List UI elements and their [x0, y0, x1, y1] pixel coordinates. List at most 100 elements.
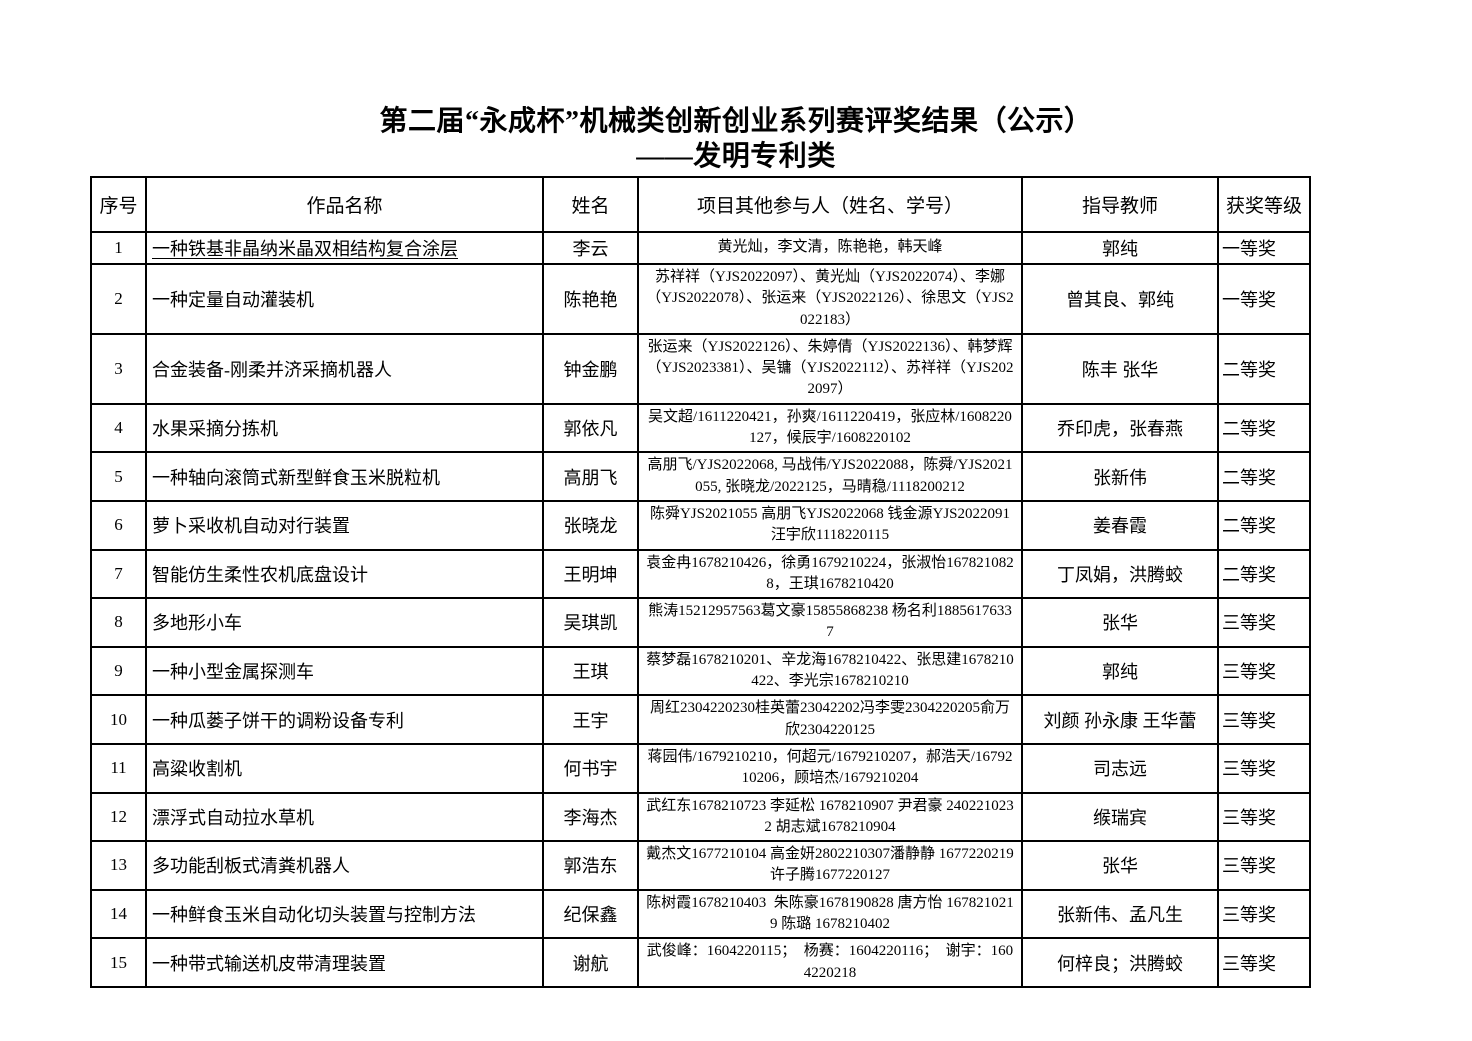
cell-teacher: 曾其良、郭纯: [1021, 263, 1219, 335]
work-name-text: 一种轴向滚筒式新型鲜食玉米脱粒机: [152, 467, 440, 488]
table-row: 5 一种轴向滚筒式新型鲜食玉米脱粒机 高朋飞 高朋飞/YJS2022068, 马战伟/…: [90, 451, 1311, 502]
cell-work-name: 一种轴向滚筒式新型鲜食玉米脱粒机: [145, 451, 544, 502]
cell-award: 三等奖: [1217, 840, 1311, 891]
cell-teacher: 陈丰 张华: [1021, 332, 1219, 405]
cell-name: 吴琪凯: [542, 597, 639, 648]
cell-work-name: 漂浮式自动拉水草机: [145, 791, 544, 843]
cell-award: 二等奖: [1217, 548, 1311, 600]
cell-teacher: 乔印虎，张春燕: [1021, 402, 1219, 454]
table-row: 8 多地形小车 吴琪凯 熊涛15212957563葛文豪15855868238 杨名利…: [90, 597, 1311, 648]
work-name-text: 一种鲜食玉米自动化切头装置与控制方法: [152, 905, 476, 926]
cell-award: 三等奖: [1217, 791, 1311, 843]
column-header-teacher: 指导教师: [1021, 176, 1219, 233]
cell-award: 三等奖: [1217, 937, 1311, 988]
work-name-text: 一种带式输送机皮带清理装置: [152, 953, 386, 974]
cell-participants: 苏祥祥（YJS2022097）、黄光灿（YJS2022074）、李娜（YJS20…: [637, 263, 1023, 335]
column-header-participants: 项目其他参与人（姓名、学号）: [637, 176, 1023, 233]
cell-name: 何书宇: [542, 742, 639, 794]
cell-award: 二等奖: [1217, 402, 1311, 454]
cell-name: 陈艳艳: [542, 263, 639, 335]
table-row: 7 智能仿生柔性农机底盘设计 王明坤 袁金冉1678210426，徐勇16792102…: [90, 548, 1311, 600]
cell-no: 15: [90, 937, 147, 988]
column-header-no: 序号: [90, 176, 147, 233]
cell-name: 李云: [542, 231, 639, 265]
cell-participants: 熊涛15212957563葛文豪15855868238 杨名利188561763…: [637, 597, 1023, 648]
cell-name: 王明坤: [542, 548, 639, 600]
cell-participants: 戴杰文1677210104 高金妍2802210307潘静静 167722021…: [637, 840, 1023, 891]
work-name-text: 一种铁基非晶纳米晶双相结构复合涂层: [152, 239, 458, 259]
cell-teacher: 郭纯: [1021, 645, 1219, 697]
cell-name: 李海杰: [542, 791, 639, 843]
table-row: 3 合金装备-刚柔并济采摘机器人 钟金鹏 张运来（YJS2022126）、朱婷倩（YJ…: [90, 332, 1311, 405]
cell-teacher: 缑瑞宾: [1021, 791, 1219, 843]
work-name-text: 多地形小车: [152, 613, 242, 634]
cell-no: 11: [90, 742, 147, 794]
cell-name: 郭浩东: [542, 840, 639, 891]
cell-no: 5: [90, 451, 147, 502]
cell-teacher: 张新伟: [1021, 451, 1219, 502]
cell-participants: 蔡梦磊1678210201、辛龙海1678210422、张思建167821042…: [637, 645, 1023, 697]
column-header-award: 获奖等级: [1217, 176, 1311, 233]
header-row: 序号 作品名称 姓名 项目其他参与人（姓名、学号） 指导教师 获奖等级: [90, 176, 1311, 233]
cell-no: 10: [90, 694, 147, 745]
table-row: 4 水果采摘分拣机 郭依凡 吴文超/1611220421，孙爽/1611220419，…: [90, 402, 1311, 454]
cell-participants: 陈舜YJS2021055 高朋飞YJS2022068 钱金源YJS2022091…: [637, 499, 1023, 551]
column-header-work-name: 作品名称: [145, 176, 544, 233]
cell-participants: 蒋园伟/1679210210，何超元/1679210207，郝浩天/167921…: [637, 742, 1023, 794]
cell-work-name: 多地形小车: [145, 597, 544, 648]
cell-no: 9: [90, 645, 147, 697]
work-name-text: 多功能刮板式清粪机器人: [152, 856, 350, 877]
cell-work-name: 水果采摘分拣机: [145, 402, 544, 454]
cell-award: 二等奖: [1217, 499, 1311, 551]
work-name-text: 一种小型金属探测车: [152, 662, 314, 683]
cell-teacher: 张华: [1021, 840, 1219, 891]
column-header-name: 姓名: [542, 176, 639, 233]
work-name-text: 一种瓜蒌子饼干的调粉设备专利: [152, 710, 404, 731]
cell-participants: 张运来（YJS2022126）、朱婷倩（YJS2022136）、韩梦辉（YJS2…: [637, 332, 1023, 405]
cell-no: 13: [90, 840, 147, 891]
cell-no: 1: [90, 231, 147, 265]
table-row: 12 漂浮式自动拉水草机 李海杰 武红东1678210723 李延松 16782109…: [90, 791, 1311, 843]
cell-no: 7: [90, 548, 147, 600]
cell-work-name: 一种鲜食玉米自动化切头装置与控制方法: [145, 888, 544, 940]
results-table: 序号 作品名称 姓名 项目其他参与人（姓名、学号） 指导教师 获奖等级 1 一种铁…: [90, 176, 1311, 988]
cell-award: 二等奖: [1217, 451, 1311, 502]
work-name-text: 漂浮式自动拉水草机: [152, 807, 314, 828]
cell-work-name: 萝卜采收机自动对行装置: [145, 499, 544, 551]
cell-award: 三等奖: [1217, 888, 1311, 940]
work-name-text: 合金装备-刚柔并济采摘机器人: [152, 359, 392, 380]
cell-award: 二等奖: [1217, 332, 1311, 405]
cell-name: 张晓龙: [542, 499, 639, 551]
title-line-2: ——发明专利类: [636, 141, 836, 172]
cell-name: 钟金鹏: [542, 332, 639, 405]
cell-award: 一等奖: [1217, 263, 1311, 335]
cell-no: 6: [90, 499, 147, 551]
cell-award: 三等奖: [1217, 694, 1311, 745]
cell-work-name: 智能仿生柔性农机底盘设计: [145, 548, 544, 600]
cell-participants: 吴文超/1611220421，孙爽/1611220419，张应林/1608220…: [637, 402, 1023, 454]
cell-teacher: 丁凤娟，洪腾蛟: [1021, 548, 1219, 600]
cell-work-name: 高粱收割机: [145, 742, 544, 794]
cell-work-name: 多功能刮板式清粪机器人: [145, 840, 544, 891]
table-row: 15 一种带式输送机皮带清理装置 谢航 武俊峰：1604220115； 杨赛：1604…: [90, 937, 1311, 988]
cell-name: 纪保鑫: [542, 888, 639, 940]
cell-teacher: 司志远: [1021, 742, 1219, 794]
cell-name: 郭依凡: [542, 402, 639, 454]
work-name-text: 水果采摘分拣机: [152, 419, 278, 440]
cell-participants: 黄光灿，李文清，陈艳艳，韩天峰: [637, 231, 1023, 265]
cell-participants: 武红东1678210723 李延松 1678210907 尹君豪 2402210…: [637, 791, 1023, 843]
cell-no: 14: [90, 888, 147, 940]
cell-teacher: 郭纯: [1021, 231, 1219, 265]
cell-teacher: 张华: [1021, 597, 1219, 648]
cell-award: 三等奖: [1217, 597, 1311, 648]
table-row: 14 一种鲜食玉米自动化切头装置与控制方法 纪保鑫 陈树霞1678210403 朱陈豪…: [90, 888, 1311, 940]
cell-work-name: 一种瓜蒌子饼干的调粉设备专利: [145, 694, 544, 745]
table-row: 13 多功能刮板式清粪机器人 郭浩东 戴杰文1677210104 高金妍2802210…: [90, 840, 1311, 891]
cell-name: 谢航: [542, 937, 639, 988]
cell-work-name: 一种铁基非晶纳米晶双相结构复合涂层: [145, 231, 544, 265]
cell-participants: 高朋飞/YJS2022068, 马战伟/YJS2022088，陈舜/YJS202…: [637, 451, 1023, 502]
work-name-text: 高粱收割机: [152, 759, 242, 780]
table-row: 6 萝卜采收机自动对行装置 张晓龙 陈舜YJS2021055 高朋飞YJS202206…: [90, 499, 1311, 551]
cell-no: 3: [90, 332, 147, 405]
title-line-1: 第二届“永成杯”机械类创新创业系列赛评奖结果（公示）: [379, 106, 1093, 137]
